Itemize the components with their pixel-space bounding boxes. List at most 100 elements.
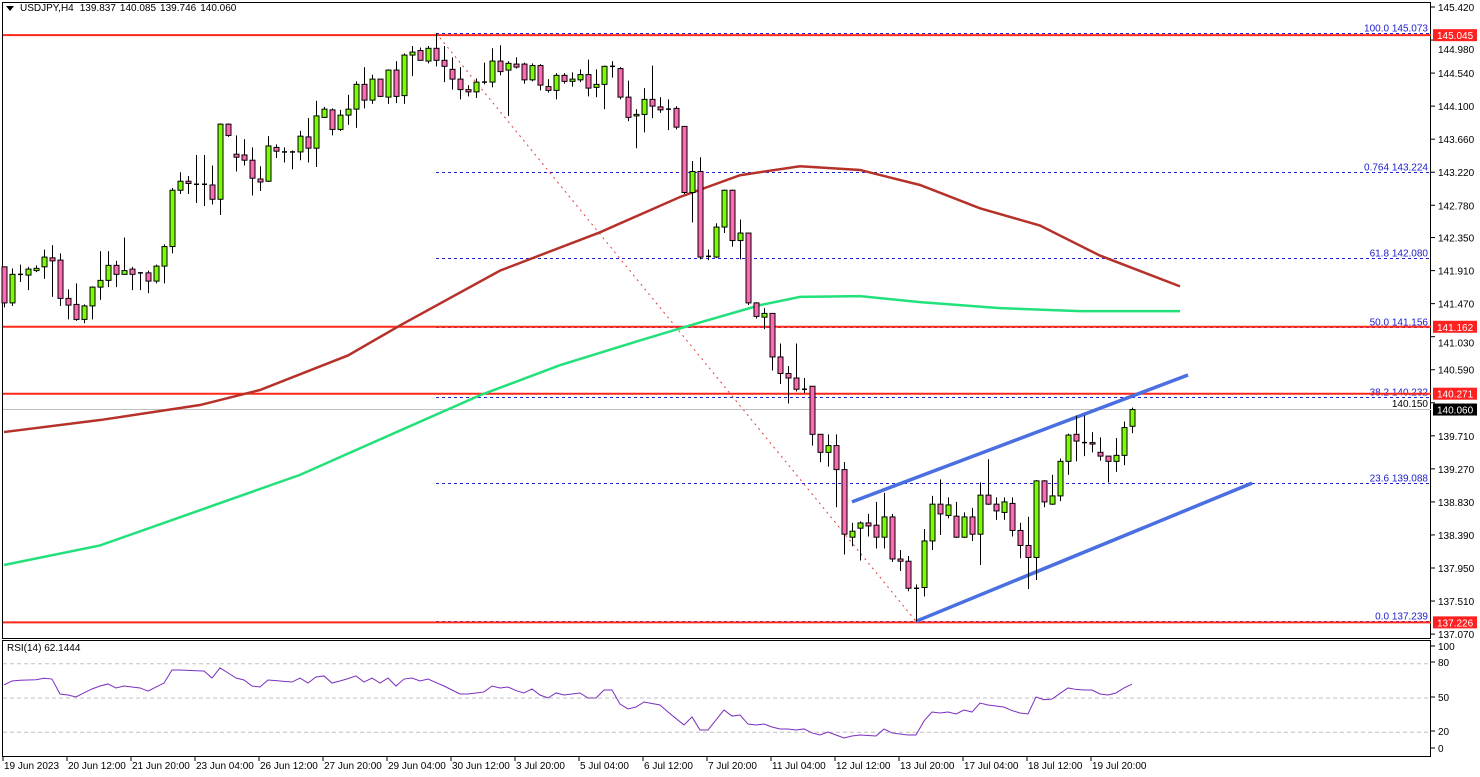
candle (57, 253, 64, 306)
candle (1033, 480, 1040, 581)
rsi-line (3, 667, 1133, 739)
candle-body-bull (409, 51, 416, 56)
candle (969, 507, 976, 541)
candle (33, 265, 40, 273)
candle (409, 46, 416, 77)
candle-body-bull (577, 74, 584, 81)
candle-body-bull (713, 226, 720, 258)
candle (1025, 516, 1032, 590)
candle-body-bull (33, 267, 40, 272)
price-tick-label: 144.980 (1438, 45, 1475, 56)
candle (849, 522, 856, 547)
candle-body-bear (513, 63, 520, 68)
fib-level-label: 50.0 141.156 (1370, 318, 1429, 329)
rsi-tick-label: 50 (1438, 693, 1450, 704)
header-low: 139.746 (160, 3, 197, 14)
candle-body-bull (337, 114, 344, 130)
candle (473, 78, 480, 98)
fib-level-price: 137.239 (1392, 612, 1429, 623)
candle-body-bull (1121, 427, 1128, 456)
candle (441, 46, 448, 83)
candle (897, 549, 904, 572)
candle (1113, 438, 1120, 472)
candle (73, 283, 80, 321)
candle-body-bull (177, 180, 184, 191)
candle-body-bull (721, 189, 728, 228)
candle-body-bear (433, 47, 440, 61)
rsi-tick-label: 80 (1438, 658, 1450, 669)
candle (385, 69, 392, 104)
candle (345, 94, 352, 125)
symbol-label: USDJPY,H4 (20, 3, 74, 14)
candle (1057, 458, 1064, 502)
candle-body-bull (473, 81, 480, 93)
candle (729, 189, 736, 247)
candle-body-bear (441, 59, 448, 67)
candle (769, 312, 776, 371)
candle (721, 189, 728, 234)
candle-body-bull (761, 312, 768, 318)
candle (25, 266, 32, 291)
candle (1017, 522, 1024, 559)
candle (865, 513, 872, 537)
candle-body-bear (545, 86, 552, 91)
candle (937, 479, 944, 535)
candle-body-bear (1073, 433, 1080, 442)
candle-body-bull (601, 65, 608, 85)
candle (817, 433, 824, 463)
candle (1121, 421, 1128, 466)
candle (753, 302, 760, 319)
price-tick-label: 142.350 (1438, 234, 1475, 245)
candle-body-bear (1025, 544, 1032, 558)
candle (921, 528, 928, 597)
candle (202, 154, 207, 207)
level-price-tag (1433, 29, 1477, 42)
candle-body-bear (969, 516, 976, 535)
candle-body-bull (345, 108, 352, 116)
candle (601, 65, 608, 110)
candle (681, 125, 688, 194)
candle (138, 272, 143, 291)
time-tick-label: 27 Jun 20:00 (324, 761, 382, 772)
price-tick-label: 142.780 (1438, 201, 1475, 212)
candle (161, 244, 168, 284)
candle-body-bull (425, 47, 432, 62)
price-tick-label: 138.830 (1438, 498, 1475, 509)
price-tick-label: 140.590 (1438, 366, 1475, 377)
candle (617, 67, 624, 100)
moving-average-slow (3, 164, 1181, 434)
candle (785, 365, 792, 404)
candle-body-bull (569, 78, 576, 82)
candle (697, 157, 704, 260)
fib-level-price: 142.080 (1392, 249, 1429, 260)
candle (833, 434, 840, 508)
candle-body-bull (689, 170, 696, 193)
candle (177, 172, 184, 194)
candle (553, 73, 560, 100)
candle-body-bull (593, 83, 600, 88)
candle (889, 513, 896, 562)
candle-body-bear (241, 154, 248, 161)
candle-body-bear (617, 68, 624, 98)
fib-level-ratio: 61.8 (1370, 249, 1390, 260)
candle-body-bull (505, 62, 512, 71)
time-tick-label: 6 Jul 12:00 (644, 761, 693, 772)
time-tick-label: 13 Jul 20:00 (900, 761, 955, 772)
candle-body-bear (145, 272, 152, 282)
candle-body-bull (121, 270, 128, 275)
price-tick-label: 139.710 (1438, 432, 1475, 443)
fib-level-ratio: 23.6 (1370, 474, 1390, 485)
rsi-tick-label: 0 (1438, 744, 1444, 755)
candle (89, 286, 96, 320)
channel-upper-line (851, 373, 1189, 504)
candle (449, 57, 456, 90)
candle-body-bull (81, 305, 88, 320)
candle-body-bear (1, 266, 8, 304)
candle (657, 97, 664, 113)
dropdown-triangle-icon[interactable] (6, 6, 14, 11)
candle (209, 165, 216, 205)
candle (81, 304, 88, 324)
candle (41, 249, 48, 279)
time-tick-label: 30 Jun 12:00 (452, 761, 510, 772)
